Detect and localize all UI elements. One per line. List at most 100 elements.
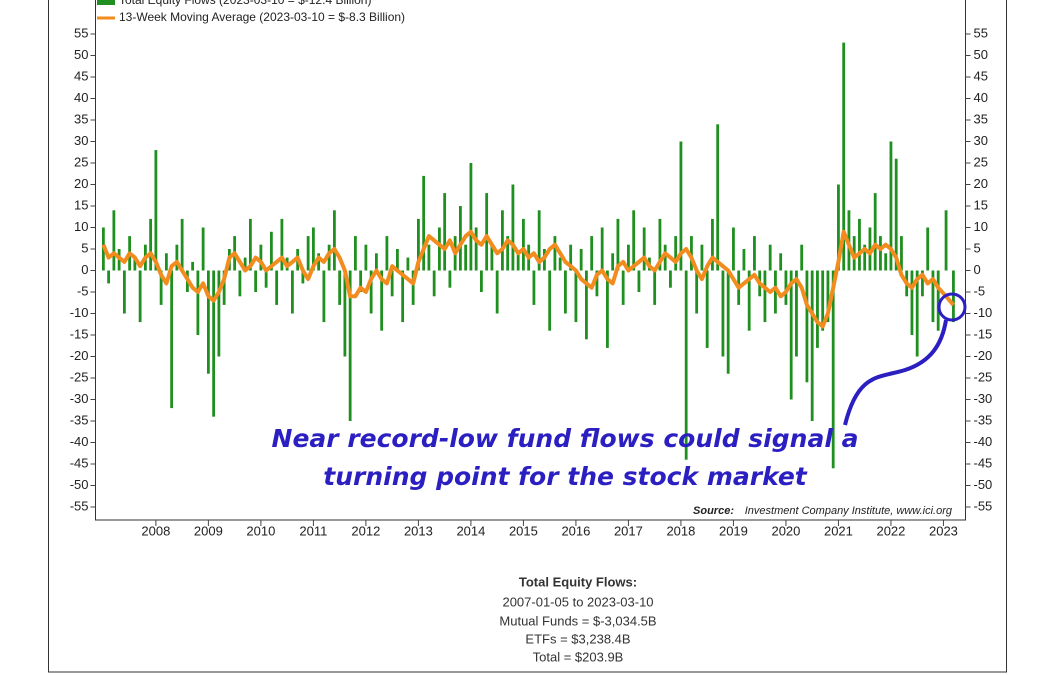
y-tick-label: -10 xyxy=(974,305,993,320)
bar xyxy=(674,236,678,271)
bar xyxy=(944,210,948,271)
y-tick-label: -25 xyxy=(70,369,89,384)
bar xyxy=(506,236,510,271)
bar xyxy=(348,270,352,421)
y-tick-label: 35 xyxy=(74,111,88,126)
bar xyxy=(747,270,751,331)
bar xyxy=(632,210,636,271)
y-tick-label: 40 xyxy=(74,90,88,105)
bar xyxy=(359,270,363,292)
x-tick-label: 2021 xyxy=(824,523,853,538)
bar xyxy=(600,227,604,271)
bar xyxy=(753,236,756,271)
bar xyxy=(884,253,888,271)
bar xyxy=(779,253,783,271)
bar xyxy=(863,244,867,271)
bar xyxy=(858,218,861,271)
bar xyxy=(621,270,625,305)
bar xyxy=(726,270,730,374)
x-tick-label: 2020 xyxy=(771,523,800,538)
bar xyxy=(332,210,336,271)
y-tick-label: 40 xyxy=(974,90,988,105)
bar xyxy=(459,206,462,271)
bar xyxy=(931,270,935,323)
bar xyxy=(485,193,489,271)
bar xyxy=(842,42,846,271)
y-tick-label: -50 xyxy=(70,477,89,492)
bar xyxy=(406,257,410,271)
bar xyxy=(658,218,662,271)
x-tick-label: 2015 xyxy=(509,523,538,538)
bar xyxy=(732,227,735,271)
bar xyxy=(112,210,116,271)
bar xyxy=(774,270,777,314)
bar xyxy=(269,231,273,271)
bar xyxy=(191,261,195,271)
bar xyxy=(569,244,573,271)
bar xyxy=(243,257,247,271)
bar xyxy=(516,253,520,271)
y-tick-label: 45 xyxy=(74,68,88,83)
y-tick-label: -25 xyxy=(974,369,993,384)
bar xyxy=(259,244,263,271)
x-tick-label: 2022 xyxy=(876,523,905,538)
bar xyxy=(936,270,940,331)
bar xyxy=(921,270,924,297)
bar xyxy=(107,270,111,284)
y-tick-label: -45 xyxy=(70,455,89,470)
bar xyxy=(522,218,525,271)
x-tick-label: 2018 xyxy=(666,523,695,538)
bar xyxy=(490,244,494,271)
x-tick-label: 2009 xyxy=(194,523,223,538)
bar xyxy=(290,270,294,314)
legend-swatch xyxy=(97,16,115,20)
bar xyxy=(742,249,746,271)
bar xyxy=(590,236,594,271)
bar xyxy=(322,270,326,323)
bar xyxy=(159,270,163,305)
bar xyxy=(889,141,893,271)
bar xyxy=(149,218,153,271)
bar xyxy=(700,244,704,271)
y-tick-label: -45 xyxy=(974,455,993,470)
bar xyxy=(548,270,552,331)
footer-line: Total = $203.9B xyxy=(533,649,624,664)
bar xyxy=(721,270,725,357)
bar xyxy=(432,270,436,297)
source: Investment Company Institute, www.ici.or… xyxy=(745,505,953,517)
bar xyxy=(338,270,342,305)
y-tick-label: -50 xyxy=(974,477,993,492)
outer-frame xyxy=(48,0,1007,673)
bar xyxy=(427,244,431,271)
bar xyxy=(711,218,714,271)
bar xyxy=(537,210,541,271)
bar xyxy=(196,270,200,335)
bar xyxy=(264,270,268,288)
bar xyxy=(532,270,536,305)
y-tick-label: 10 xyxy=(974,219,988,234)
x-tick-label: 2023 xyxy=(929,523,958,538)
y-tick-label: 50 xyxy=(74,47,88,62)
bar xyxy=(663,244,667,271)
bar xyxy=(275,270,279,305)
bar xyxy=(317,253,321,271)
bar xyxy=(831,270,835,469)
y-tick-label: 55 xyxy=(74,25,88,40)
y-tick-label: -20 xyxy=(974,348,993,363)
bar xyxy=(826,270,830,323)
bar xyxy=(800,244,804,271)
bar xyxy=(810,270,814,421)
bar xyxy=(133,257,137,271)
y-tick-label: 55 xyxy=(974,25,988,40)
y-tick-label: 15 xyxy=(974,197,988,212)
y-tick-label: -40 xyxy=(974,434,993,449)
bar xyxy=(637,270,641,292)
bar xyxy=(464,244,468,271)
highlight-circle xyxy=(937,292,967,322)
plot xyxy=(101,42,955,469)
bar xyxy=(206,270,210,374)
bar xyxy=(201,227,205,271)
footer-line: 2007-01-05 to 2023-03-10 xyxy=(502,594,653,609)
bar xyxy=(716,124,720,271)
bar xyxy=(254,270,258,292)
